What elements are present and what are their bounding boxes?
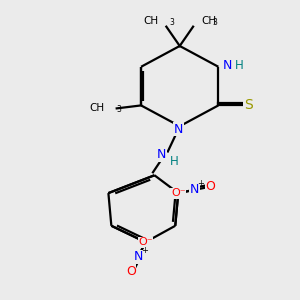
Text: 3: 3 [169,18,174,27]
Text: O⁻: O⁻ [138,237,153,247]
Text: N: N [223,59,232,72]
Text: CH: CH [143,16,158,26]
Text: +: + [197,179,204,188]
Text: N: N [190,183,199,196]
Text: +: + [141,246,148,255]
Text: O: O [206,180,215,193]
Text: 3: 3 [116,105,121,114]
Text: H: H [235,59,244,72]
Text: H: H [169,155,178,168]
Text: O⁻: O⁻ [171,188,185,198]
Text: S: S [244,98,253,112]
Text: 3: 3 [213,18,218,27]
Text: N: N [134,250,143,263]
Text: N: N [157,148,167,161]
Text: N: N [173,123,183,136]
Text: O: O [126,265,136,278]
Text: CH: CH [90,103,105,113]
Text: CH: CH [201,16,217,26]
